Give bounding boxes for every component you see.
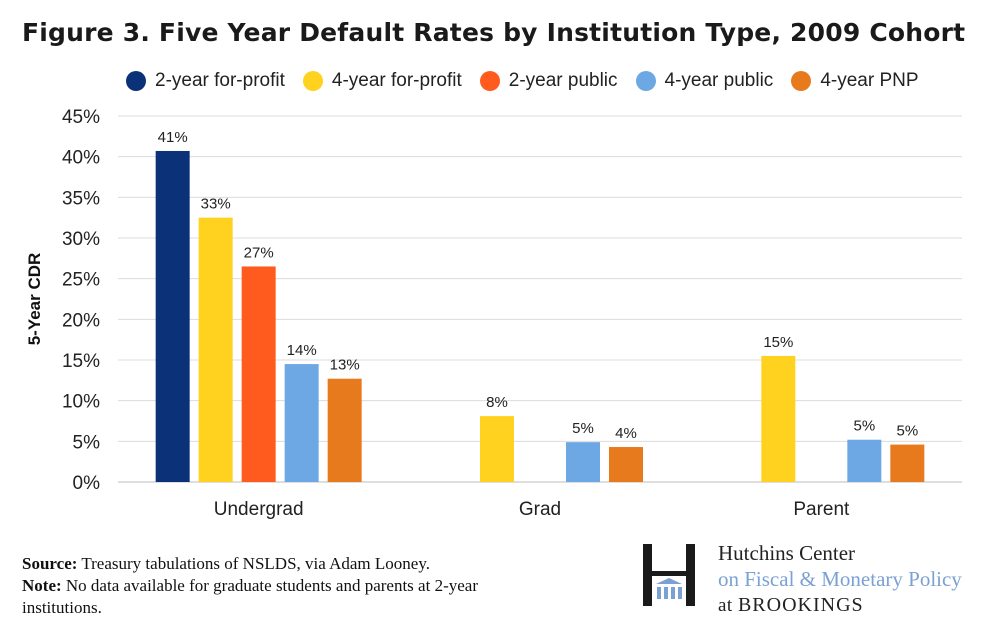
x-tick-label: Undergrad <box>214 499 304 520</box>
y-tick-label: 20% <box>62 310 100 331</box>
bar-4-year-pnp <box>890 444 925 482</box>
logo-line-3: at BROOKINGS <box>718 592 962 619</box>
bar-2-year-public <box>241 266 276 482</box>
note: Note: No data available for graduate stu… <box>22 575 542 619</box>
legend-swatch <box>126 71 146 91</box>
legend-swatch <box>635 71 656 91</box>
legend-label: 4-year public <box>664 70 774 91</box>
y-tick-label: 35% <box>62 188 100 209</box>
source-text: Treasury tabulations of NSLDS, via Adam … <box>81 554 430 573</box>
x-tick-label: Grad <box>519 499 561 520</box>
data-label: 27% <box>244 244 274 261</box>
y-tick-label: 0% <box>73 473 101 494</box>
bar-4-year-pnp <box>609 447 643 482</box>
data-label: 15% <box>763 334 793 351</box>
legend-label: 4-year for-profit <box>331 70 462 91</box>
legend-swatch <box>302 71 323 91</box>
bar-4-year-for-profit <box>761 355 796 482</box>
data-label: 33% <box>201 196 231 213</box>
source-label: Source: <box>22 554 78 573</box>
legend-item: 2-year public <box>479 70 618 92</box>
note-label: Note: <box>22 576 62 595</box>
legend-item: 4-year for-profit <box>302 70 462 92</box>
y-tick-label: 25% <box>62 270 100 291</box>
data-label: 8% <box>486 394 508 411</box>
y-tick-label: 15% <box>62 351 100 372</box>
bar-4-year-pnp <box>327 378 362 482</box>
chart-title: Figure 3. Five Year Default Rates by Ins… <box>22 18 966 47</box>
hutchins-brookings-logo: Hutchins Center on Fiscal & Monetary Pol… <box>640 540 990 620</box>
legend-label: 2-year public <box>508 70 618 91</box>
legend-swatch <box>479 71 500 91</box>
note-text: No data available for graduate students … <box>22 576 478 617</box>
legend-swatch <box>791 71 812 91</box>
y-tick-label: 30% <box>62 229 100 250</box>
logo-line-2: on Fiscal & Monetary Policy <box>718 567 962 591</box>
bar-4-year-public <box>847 439 882 482</box>
chart-legend: 2-year for-profit 4-year for-profit 2-ye… <box>126 70 937 92</box>
y-tick-label: 45% <box>62 107 100 128</box>
data-label: 13% <box>330 357 360 374</box>
y-tick-label: 40% <box>62 148 100 169</box>
logo-brookings: BROOKINGS <box>737 594 864 616</box>
data-label: 14% <box>287 342 317 359</box>
logo-text: Hutchins Center on Fiscal & Monetary Pol… <box>718 540 962 619</box>
bar-2-year-for-profit <box>155 150 190 482</box>
legend-label: 2-year for-profit <box>155 70 285 91</box>
logo-at: at <box>718 595 733 616</box>
bar-4-year-for-profit <box>198 217 233 482</box>
hutchins-h-logo-icon <box>643 544 695 606</box>
x-tick-label: Parent <box>793 499 850 520</box>
legend-item: 2-year for-profit <box>126 70 285 92</box>
bar-4-year-for-profit <box>480 416 514 482</box>
y-axis-title: 5-Year CDR <box>25 253 44 346</box>
data-label: 4% <box>615 425 637 442</box>
source-note: Source: Treasury tabulations of NSLDS, v… <box>22 553 542 575</box>
y-tick-label: 5% <box>73 432 101 453</box>
bar-4-year-public <box>566 442 600 482</box>
data-label: 5% <box>853 418 875 435</box>
data-label: 41% <box>158 129 188 146</box>
y-tick-label: 10% <box>62 392 100 413</box>
bar-4-year-public <box>284 364 319 482</box>
data-label: 5% <box>896 423 918 440</box>
legend-item: 4-year public <box>635 70 774 92</box>
legend-item: 4-year PNP <box>791 70 919 92</box>
chart-footer: Source: Treasury tabulations of NSLDS, v… <box>22 553 542 619</box>
bar-chart: 0% 5% 10% 15% 20% 25% 30% 35% 40% 45% 5-Year CDR 41… <box>25 107 962 520</box>
logo-line-1: Hutchins Center <box>718 541 856 565</box>
legend-label: 4-year PNP <box>820 70 919 91</box>
data-label: 5% <box>572 420 594 437</box>
